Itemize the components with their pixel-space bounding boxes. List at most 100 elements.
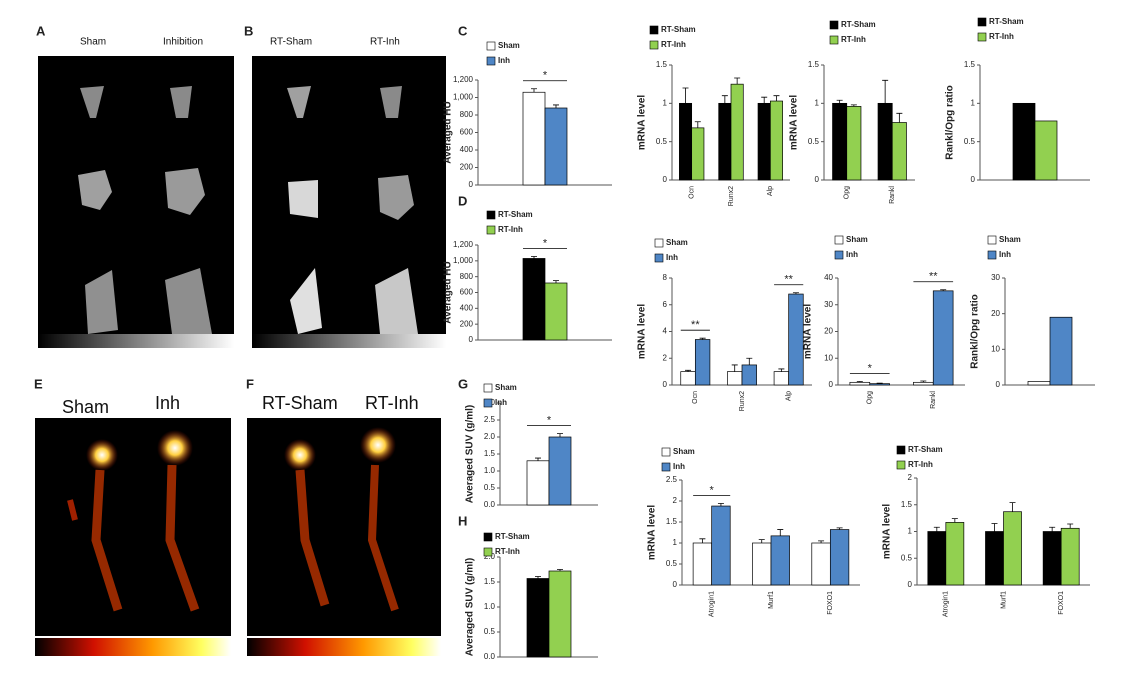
y-tick-label: 200 [460,319,474,328]
significance-label: * [543,237,548,249]
error-bar [685,369,692,372]
error-bar [920,380,927,383]
y-tick-label: 1.5 [484,449,496,458]
y-tick-label: 1,200 [453,75,474,84]
image-label: Inh [155,393,180,413]
bar-chart: 0 0.5 1 1.5 mRNA level RT-Sham RT-Inh Opg Rankl [789,20,915,204]
image-label: Sham [80,37,106,48]
y-tick-label: 800 [460,272,474,281]
y-tick-label: 2.0 [484,432,496,441]
y-tick-label: 20 [991,309,1000,318]
legend-label: RT-Sham [661,25,696,34]
legend-label: RT-Inh [908,460,933,469]
legend-label: RT-Sham [908,445,943,454]
x-tick-label: Ocn [692,391,699,404]
error-bar [882,79,889,104]
legend-label: RT-Sham [841,20,876,29]
error-bar [761,96,768,104]
y-tick-label: 1,200 [453,240,474,249]
bar-chart: 0 0.5 1 1.5 mRNA level RT-Sham RT-Inh Ocn Runx2 A… [637,25,790,206]
y-axis-label: mRNA level [637,304,648,359]
legend-label: Inh [999,250,1011,259]
y-tick-label: 0.5 [666,559,678,568]
bar [741,364,757,386]
error-bar [1009,502,1016,512]
error-bar [682,87,689,104]
x-tick-label: Rankl [930,391,937,409]
bar [846,106,862,181]
bar [927,531,947,586]
y-tick-label: 1 [908,527,913,536]
y-tick-label: 4 [663,327,668,336]
y-tick-label: 0.5 [901,553,913,562]
legend-label: Sham [846,235,868,244]
error-bar [836,527,843,530]
legend-swatch [654,238,664,248]
error-bar [553,280,559,283]
bar [869,383,890,386]
error-bar [531,88,537,93]
y-tick-label: 1.0 [484,602,496,611]
legend-label: Sham [999,235,1021,244]
y-tick-label: 0 [908,580,913,589]
panel-label: D [458,193,467,208]
bar [932,290,954,386]
y-tick-label: 2 [663,353,668,362]
x-tick-label: Opg [867,391,874,404]
legend-swatch [483,547,493,557]
y-tick-label: 0 [815,175,820,184]
bar [691,127,705,181]
bar-chart: 0 10 20 30 Rankl/Opg ratio Sham Inh [970,235,1095,389]
error-bar [940,289,947,291]
significance-label: * [710,484,715,496]
legend-swatch [483,532,493,542]
legend-label: Sham [495,383,517,392]
bar [757,102,771,181]
y-axis-label: mRNA level [789,95,800,150]
y-tick-label: 1 [815,98,820,107]
legend-label: RT-Inh [498,225,523,234]
y-axis-label: Rankl/Opg ratio [945,85,956,159]
y-tick-label: 0.5 [484,627,496,636]
legend-swatch [896,460,906,470]
y-tick-label: 30 [991,273,1000,282]
legend-swatch [834,235,844,245]
error-bar [758,539,765,543]
legend-swatch [661,447,671,457]
y-tick-label: 1.0 [484,466,496,475]
legend-label: Sham [673,447,695,456]
legend-label: Inh [498,56,510,65]
legend-swatch [987,235,997,245]
y-tick-label: 0 [469,180,474,189]
error-bar [535,457,541,461]
bar [945,522,965,586]
y-tick-label: 2 [673,496,678,505]
y-tick-label: 0.0 [484,652,496,661]
error-bar [699,538,706,543]
bar [849,381,871,386]
y-tick-label: 0.5 [656,137,668,146]
x-tick-label: FOXO1 [1058,591,1065,615]
bar-chart: 0 0.5 1 1.5 2 mRNA level RT-Sham RT-Inh Atrogin1… [882,445,1090,617]
x-tick-label: Murf1 [1000,591,1007,609]
y-tick-label: 0.5 [808,137,820,146]
error-bar [856,381,863,383]
legend-label: Inh [673,462,685,471]
y-tick-label: 0 [829,380,834,389]
bar [913,381,934,386]
image-label: RT-Inh [365,393,419,413]
bar [1034,120,1058,181]
bar [770,535,790,586]
pet-image-e [35,418,231,656]
bar [1042,531,1062,586]
y-tick-label: 6 [663,300,668,309]
error-bar [951,518,958,523]
image-label: RT-Inh [370,37,400,48]
y-tick-label: 10 [824,353,833,362]
ct-image-a [38,56,234,348]
y-tick-label: 0 [996,380,1001,389]
error-bar [699,337,706,340]
y-tick-label: 2.0 [484,552,496,561]
